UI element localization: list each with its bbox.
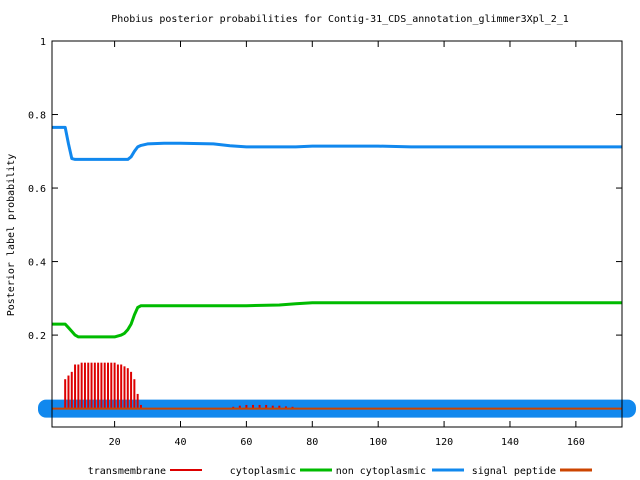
y-tick-label: 1 (40, 37, 46, 48)
x-tick-label: 160 (567, 437, 585, 448)
x-tick-label: 40 (174, 437, 186, 448)
y-tick-label: 0.4 (28, 258, 46, 269)
legend-label: signal peptide (472, 466, 556, 477)
series-line-2 (52, 125, 622, 161)
impulse-layer (64, 362, 294, 409)
y-tick-label: 0.6 (28, 184, 46, 195)
y-tick-label: 0.8 (28, 111, 46, 122)
x-tick-label: 60 (240, 437, 252, 448)
legend-label: cytoplasmic (230, 466, 296, 477)
legend: transmembrane cytoplasmic non cytoplasmic s… (88, 466, 592, 477)
chart-title: Phobius posterior probabilities for Cont… (111, 14, 569, 25)
x-tick-label: 140 (501, 437, 519, 448)
x-tick-label: 20 (109, 437, 121, 448)
y-axis-label: Posterior label probability (6, 154, 17, 317)
x-tick-label: 120 (435, 437, 453, 448)
plot-frame (51, 40, 623, 428)
y-tick-label: 0.2 (28, 331, 46, 342)
series-line-1 (52, 301, 622, 339)
x-tick-label: 100 (369, 437, 387, 448)
legend-label: non cytoplasmic (336, 466, 426, 477)
x-tick-label: 80 (306, 437, 318, 448)
legend-label: transmembrane (88, 466, 166, 477)
line-layer (52, 125, 622, 410)
